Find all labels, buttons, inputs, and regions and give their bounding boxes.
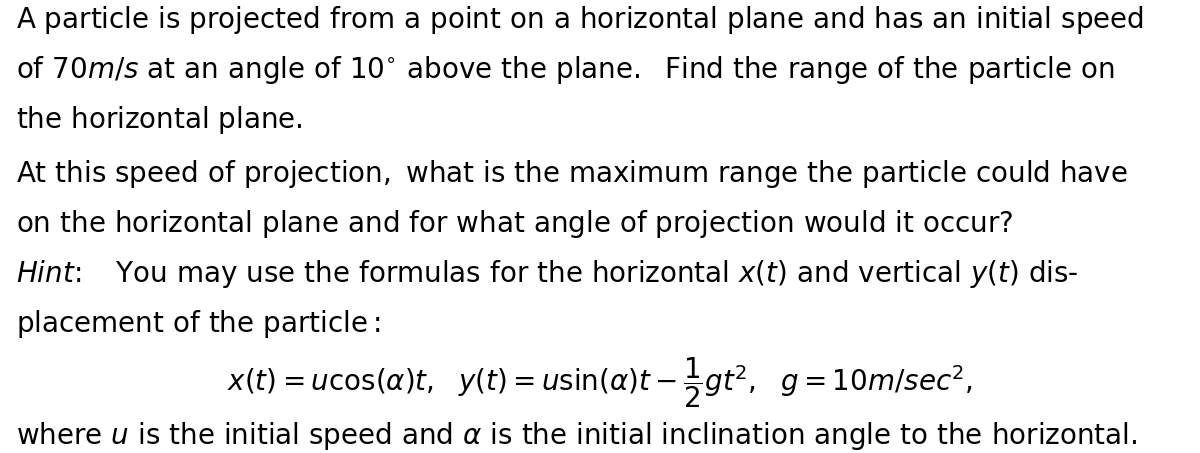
- Text: $\mathrm{of\ 70}m\mathrm{/}s\mathrm{\ at\ an\ angle\ of\ 10^{\circ}\ above\ the\: $\mathrm{of\ 70}m\mathrm{/}s\mathrm{\ at…: [16, 54, 1115, 86]
- Text: $x(t) = u\cos(\alpha)t,\ \ y(t) = u\sin(\alpha)t - \dfrac{1}{2}gt^2,\ \ g = 10m/: $x(t) = u\cos(\alpha)t,\ \ y(t) = u\sin(…: [227, 356, 973, 410]
- Text: $\mathrm{where\ } u\mathrm{\ is\ the\ initial\ speed\ and\ } \alpha\mathrm{\ is\: $\mathrm{where\ } u\mathrm{\ is\ the\ in…: [16, 420, 1136, 452]
- Text: $\mathrm{the\ horizontal\ plane.}$: $\mathrm{the\ horizontal\ plane.}$: [16, 104, 302, 136]
- Text: $\mathrm{on\ the\ horizontal\ plane\ and\ for\ what\ angle\ of\ projection\ woul: $\mathrm{on\ the\ horizontal\ plane\ and…: [16, 208, 1013, 240]
- Text: $\mathrm{placement\ of\ the\ particle:}$: $\mathrm{placement\ of\ the\ particle:}$: [16, 308, 380, 340]
- Text: $\mathrm{At\ this\ speed\ of\ projection,\ what\ is\ the\ maximum\ range\ the\ p: $\mathrm{At\ this\ speed\ of\ projection…: [16, 159, 1128, 190]
- Text: $\mathrm{A\ particle\ is\ projected\ from\ a\ point\ on\ a\ horizontal\ plane\ a: $\mathrm{A\ particle\ is\ projected\ fro…: [16, 5, 1144, 36]
- Text: $\mathit{Hint\!:}\ \mathrm{\ \ You\ may\ use\ the\ formulas\ for\ the\ horizonta: $\mathit{Hint\!:}\ \mathrm{\ \ You\ may\…: [16, 258, 1078, 290]
